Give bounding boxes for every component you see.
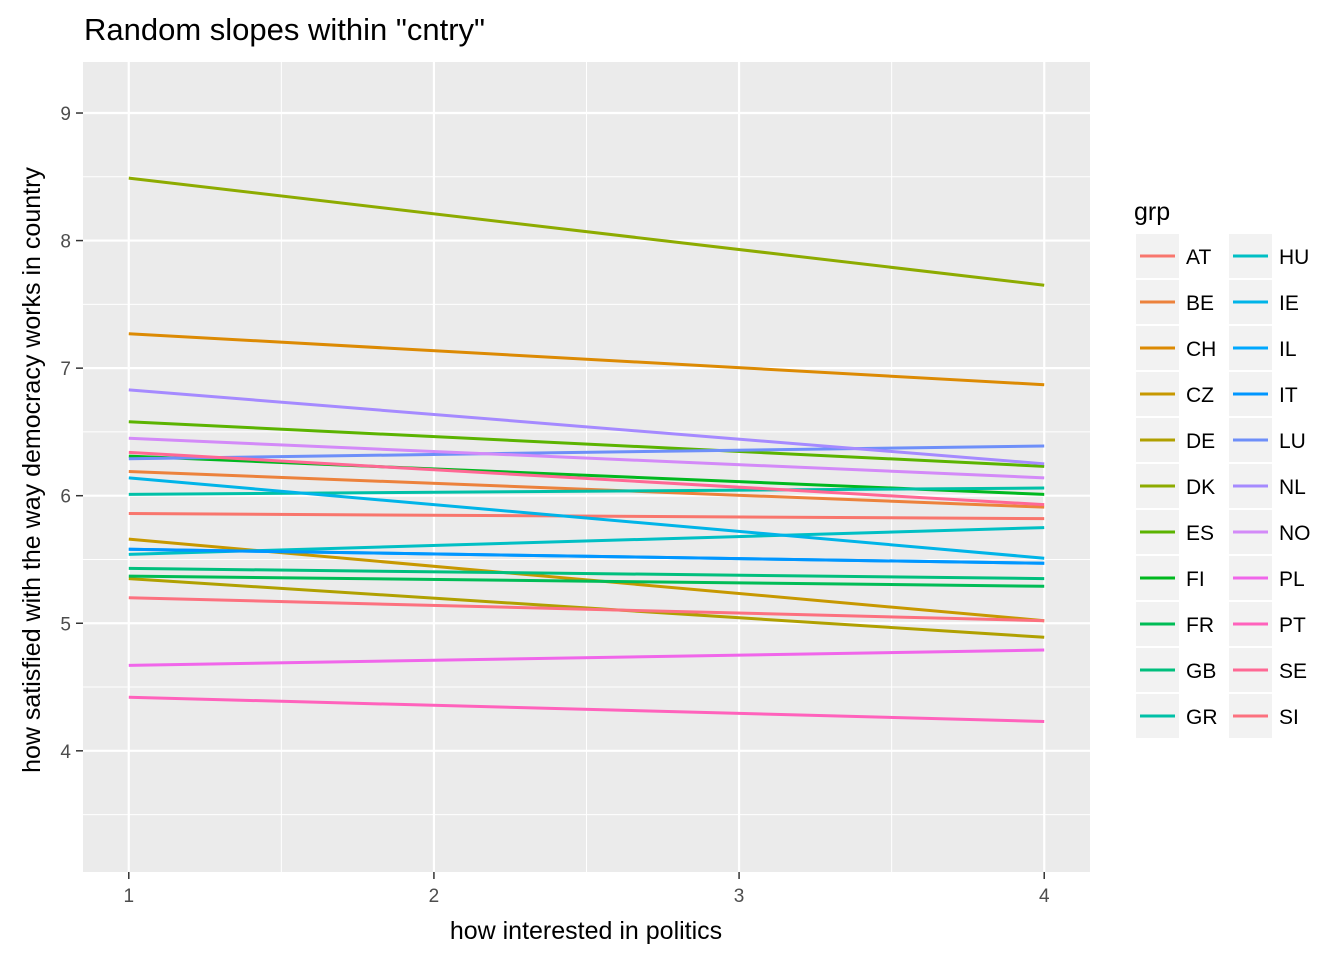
- legend-item-pt: PT: [1229, 602, 1306, 646]
- legend-item-be: BE: [1136, 280, 1214, 324]
- legend-label: HU: [1279, 246, 1309, 269]
- series-line-at: [128, 512, 1045, 521]
- chart-title: Random slopes within "cntry": [84, 12, 485, 47]
- series-line-gb: [128, 566, 1045, 581]
- legend-label: DE: [1186, 430, 1215, 453]
- x-tick-label: 4: [1039, 886, 1050, 907]
- series-line-no: [128, 436, 1045, 480]
- series-line-be: [128, 469, 1045, 509]
- legend-item-nl: NL: [1229, 464, 1306, 508]
- y-tick-label: 6: [60, 487, 71, 508]
- legend-item-si: SI: [1229, 694, 1299, 738]
- y-tick-label: 4: [60, 742, 71, 763]
- legend-label: CZ: [1186, 384, 1214, 407]
- legend-label: FR: [1186, 614, 1214, 637]
- legend-label: NO: [1279, 522, 1311, 545]
- legend-item-hu: HU: [1229, 234, 1309, 278]
- series-line-nl: [128, 388, 1045, 466]
- legend-item-se: SE: [1229, 648, 1307, 692]
- series-line-it: [128, 547, 1045, 565]
- legend-title: grp: [1134, 198, 1170, 226]
- legend-label: AT: [1186, 246, 1211, 269]
- legend-label: GR: [1186, 706, 1218, 729]
- series-line-pt: [128, 695, 1045, 723]
- legend-label: SE: [1279, 660, 1307, 683]
- legend-label: IT: [1279, 384, 1298, 407]
- series-line-se: [128, 450, 1045, 507]
- legend-label: BE: [1186, 292, 1214, 315]
- legend-label: PT: [1279, 614, 1306, 637]
- y-axis-title: how satisfied with the way democracy wor…: [18, 167, 46, 773]
- y-tick-label: 9: [60, 104, 71, 125]
- legend-label: PL: [1279, 568, 1305, 591]
- axis-ticks: [76, 112, 1045, 879]
- legend-item-il: IL: [1229, 326, 1297, 370]
- series-line-ch: [128, 332, 1045, 387]
- legend-item-no: NO: [1229, 510, 1311, 554]
- legend-item-it: IT: [1229, 372, 1298, 416]
- y-tick-labels: 4 5 6 7 8 9: [60, 104, 71, 763]
- series-line-si: [128, 596, 1045, 623]
- legend-label: IL: [1279, 338, 1297, 361]
- series-line-hu: [128, 526, 1045, 556]
- series-line-es: [128, 420, 1045, 468]
- series-line-ie: [128, 476, 1045, 560]
- legend-item-gr: GR: [1136, 694, 1218, 738]
- y-tick-label: 5: [60, 614, 71, 635]
- series-lines: [128, 176, 1045, 723]
- x-tick-label: 3: [734, 886, 745, 907]
- legend-item-pl: PL: [1229, 556, 1305, 600]
- legend-label: NL: [1279, 476, 1306, 499]
- legend-label: SI: [1279, 706, 1299, 729]
- legend-label: IE: [1279, 292, 1299, 315]
- series-line-gr: [128, 486, 1045, 496]
- legend-item-ie: IE: [1229, 280, 1299, 324]
- legend-label: CH: [1186, 338, 1216, 361]
- x-tick-labels: 1 2 3 4: [123, 886, 1049, 907]
- legend-label: DK: [1186, 476, 1215, 499]
- legend-item-gb: GB: [1136, 648, 1216, 692]
- series-line-lu: [128, 444, 1045, 461]
- y-tick-label: 7: [60, 359, 71, 380]
- legend-items: AT BE CH CZ DE DK ES FI FR GB GR HU IE IL IT LU NL NO PL PT…: [1136, 234, 1311, 738]
- major-gridlines: [83, 62, 1090, 872]
- legend: grp AT BE CH CZ DE DK ES FI FR GB GR HU IE IL IT LU NL NO…: [1134, 198, 1311, 738]
- series-line-dk: [128, 176, 1045, 287]
- x-tick-label: 1: [123, 886, 134, 907]
- legend-label: LU: [1279, 430, 1306, 453]
- legend-item-es: ES: [1136, 510, 1214, 554]
- x-axis-title: how interested in politics: [450, 917, 722, 945]
- legend-item-dk: DK: [1136, 464, 1215, 508]
- legend-item-lu: LU: [1229, 418, 1306, 462]
- legend-label: ES: [1186, 522, 1214, 545]
- legend-item-fi: FI: [1136, 556, 1205, 600]
- series-line-fr: [128, 574, 1045, 588]
- x-tick-label: 2: [429, 886, 440, 907]
- y-tick-label: 8: [60, 232, 71, 253]
- legend-item-cz: CZ: [1136, 372, 1214, 416]
- legend-label: FI: [1186, 568, 1205, 591]
- legend-item-fr: FR: [1136, 602, 1214, 646]
- minor-gridlines: [83, 62, 1090, 872]
- legend-item-ch: CH: [1136, 326, 1216, 370]
- legend-item-de: DE: [1136, 418, 1215, 462]
- series-line-pl: [128, 648, 1045, 667]
- legend-item-at: AT: [1136, 234, 1211, 278]
- legend-label: GB: [1186, 660, 1216, 683]
